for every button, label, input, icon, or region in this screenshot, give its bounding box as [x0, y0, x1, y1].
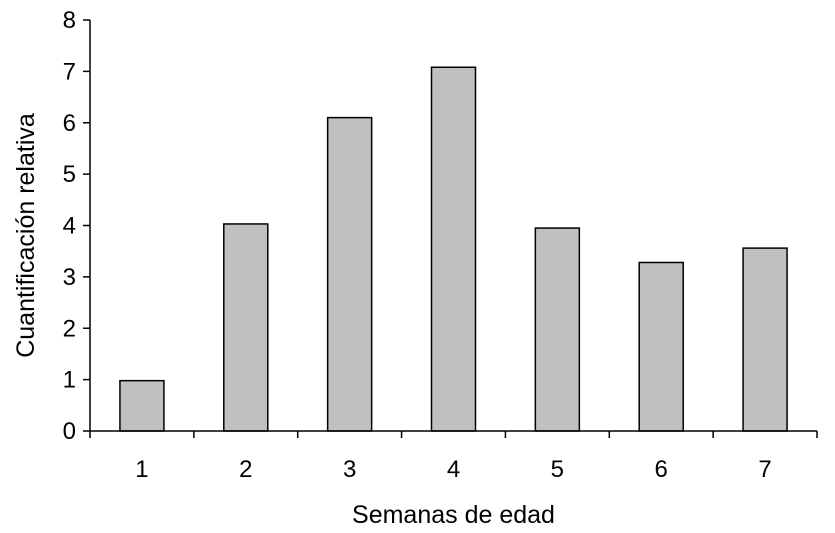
y-tick-label: 7 [63, 58, 76, 85]
x-tick-label: 3 [343, 456, 356, 483]
bar-7 [742, 247, 788, 432]
y-tick-label: 8 [63, 7, 76, 34]
x-tick-label: 4 [447, 456, 460, 483]
y-ticks-group: 0 1 2 3 4 5 6 7 8 [63, 7, 90, 445]
x-ticks-group: 1 2 3 4 5 6 7 [89, 431, 818, 483]
bar-4 [430, 66, 477, 432]
y-tick-label: 2 [63, 315, 76, 342]
x-axis-title: Semanas de edad [352, 501, 555, 529]
y-tick-label: 1 [63, 367, 76, 394]
x-tick-label: 1 [135, 456, 148, 483]
y-axis-title: Cuantificación relativa [12, 113, 40, 358]
bar-5 [534, 227, 581, 432]
y-tick-label: 4 [63, 213, 76, 240]
x-tick-label: 7 [758, 456, 771, 483]
y-tick-label: 3 [63, 264, 76, 291]
bar-1 [119, 379, 165, 432]
bars-group [119, 66, 788, 432]
bar-2 [223, 223, 269, 432]
bar-6 [638, 261, 684, 432]
y-tick-label: 5 [63, 161, 76, 188]
x-tick-label: 5 [551, 456, 564, 483]
x-tick-label: 6 [655, 456, 668, 483]
x-tick-label: 2 [239, 456, 252, 483]
y-tick-label: 0 [63, 418, 76, 445]
y-tick-label: 6 [63, 110, 76, 137]
bar-3 [326, 116, 373, 432]
